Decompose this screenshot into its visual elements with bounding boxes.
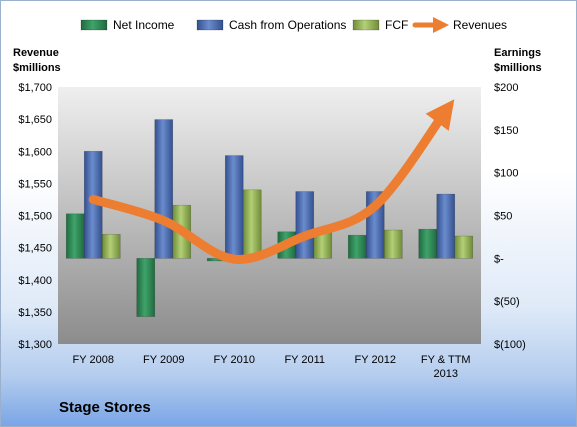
right-axis-ticks: $(100) $(50) $- $50 $100 $150 $200 bbox=[494, 82, 526, 351]
left-tick-label: $1,450 bbox=[18, 243, 52, 255]
left-axis-ticks: $1,300 $1,350 $1,400 $1,450 $1,500 $1,550 $1,6… bbox=[18, 82, 52, 351]
legend-label: Cash from Operations bbox=[229, 18, 346, 32]
bar-fcf bbox=[242, 189, 262, 259]
bar-fcf bbox=[101, 234, 121, 259]
legend-swatch bbox=[80, 19, 108, 31]
category-label: FY 2010 bbox=[214, 354, 255, 366]
category-label: FY 2008 bbox=[73, 354, 114, 366]
left-tick-label: $1,600 bbox=[18, 146, 52, 158]
bar-cash-from-operations bbox=[154, 119, 174, 259]
left-axis-title-line2: $millions bbox=[13, 62, 61, 74]
right-axis-title-line1: Earnings bbox=[494, 47, 541, 59]
bar-fcf bbox=[383, 229, 403, 259]
left-tick-label: $1,700 bbox=[18, 82, 52, 94]
bar-cash-from-operations bbox=[295, 191, 315, 259]
right-axis-title-line2: $millions bbox=[494, 62, 542, 74]
legend-swatch bbox=[196, 19, 224, 31]
left-tick-label: $1,500 bbox=[18, 211, 52, 223]
right-tick-label: $50 bbox=[494, 211, 512, 223]
revenues-line bbox=[88, 99, 455, 264]
right-tick-label: $100 bbox=[494, 168, 518, 180]
bar-net-income bbox=[136, 258, 156, 317]
category-label: FY & TTM 2013 bbox=[421, 354, 471, 380]
revenue-line-group bbox=[88, 99, 455, 264]
left-tick-label: $1,400 bbox=[18, 275, 52, 287]
right-tick-label: $- bbox=[494, 253, 504, 265]
category-labels: FY 2008 FY 2009 FY 2010 FY 2011 FY 2012 FY & … bbox=[73, 354, 471, 380]
left-tick-label: $1,300 bbox=[18, 339, 52, 351]
right-tick-label: $150 bbox=[494, 125, 518, 137]
bar-cash-from-operations bbox=[224, 155, 244, 259]
right-tick-label: $200 bbox=[494, 82, 518, 94]
chart-title: Stage Stores bbox=[59, 399, 151, 416]
plot-area bbox=[58, 87, 481, 344]
left-tick-label: $1,350 bbox=[18, 307, 52, 319]
bar-marks bbox=[65, 119, 474, 317]
bar-net-income bbox=[65, 213, 85, 259]
right-tick-label: $(100) bbox=[494, 339, 526, 351]
bar-fcf bbox=[454, 235, 474, 259]
right-tick-label: $(50) bbox=[494, 296, 520, 308]
legend: Net Income Cash from Operations FCF Revenue… bbox=[80, 16, 507, 34]
left-tick-label: $1,650 bbox=[18, 114, 52, 126]
category-label: FY 2012 bbox=[355, 354, 396, 366]
legend-label: Net Income bbox=[113, 18, 175, 32]
bar-net-income bbox=[418, 228, 438, 259]
left-tick-label: $1,550 bbox=[18, 178, 52, 190]
bar-net-income bbox=[347, 234, 367, 259]
legend-label: FCF bbox=[385, 18, 408, 32]
category-label: FY 2009 bbox=[143, 354, 184, 366]
bar-cash-from-operations bbox=[436, 193, 456, 259]
left-axis-title-line1: Revenue bbox=[13, 47, 59, 59]
legend-label: Revenues bbox=[453, 18, 507, 32]
category-label: FY 2011 bbox=[284, 354, 325, 366]
legend-swatch bbox=[352, 19, 380, 31]
